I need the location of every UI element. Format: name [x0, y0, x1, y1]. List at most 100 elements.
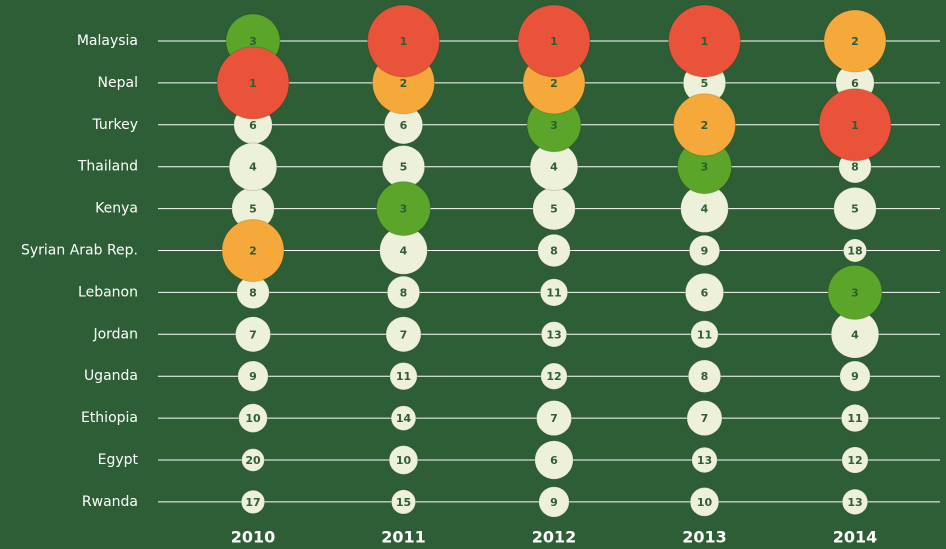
year-label: 2012 [532, 528, 577, 547]
bubble-group: 1 [367, 4, 440, 78]
bubble [686, 400, 723, 437]
bubble-label: 3 [249, 35, 257, 48]
bubble-label: 8 [249, 286, 257, 299]
bubble-label: 11 [546, 286, 561, 299]
bubble [241, 448, 265, 472]
bubble [839, 360, 871, 392]
bubble [228, 142, 278, 191]
bubble-label: 3 [851, 286, 859, 299]
bubble [841, 446, 869, 474]
bubble-label: 5 [249, 203, 257, 216]
bubble-group: 15 [390, 489, 417, 515]
bubble-group: 1 [517, 4, 591, 78]
bubble-label: 17 [245, 496, 260, 509]
bubble-group: 10 [689, 487, 720, 517]
bubble-group: 3 [827, 264, 883, 320]
bubble [823, 9, 887, 73]
row-label: Thailand [77, 159, 138, 175]
bubble-group: 1 [668, 4, 741, 78]
bubble-group: 2 [673, 93, 736, 157]
row-label: Nepal [98, 75, 138, 91]
bubble [841, 488, 869, 516]
row-label: Ethiopia [81, 410, 138, 426]
bubble [367, 4, 440, 78]
bubble-label: 1 [550, 35, 558, 48]
bubble-label: 6 [851, 77, 859, 90]
bubble-group: 9 [237, 360, 269, 392]
bubble [390, 489, 417, 515]
bubble [668, 4, 741, 78]
bubble [818, 88, 892, 162]
bubble-label: 7 [701, 412, 709, 425]
bubble-label: 8 [550, 245, 558, 258]
row-label: Rwanda [82, 494, 138, 510]
bubble-label: 3 [701, 161, 709, 174]
bubble [537, 233, 571, 268]
bubble-group: 9 [839, 360, 871, 392]
bubble-group: 9 [688, 234, 721, 267]
bubble [540, 321, 568, 348]
bubble-label: 6 [400, 119, 408, 132]
bubble-group: 17 [240, 489, 266, 515]
bubble-group: 13 [540, 321, 568, 348]
bubble [539, 278, 569, 307]
bubble-group: 1 [818, 88, 892, 162]
bubble-group: 1 [216, 46, 290, 120]
bubble-label: 13 [847, 496, 862, 509]
bubble-label: 11 [847, 412, 862, 425]
bubble-group: 8 [537, 233, 571, 268]
bubble [689, 487, 720, 517]
bubble-label: 18 [847, 245, 862, 258]
bubble-group: 4 [830, 310, 880, 359]
year-label: 2014 [833, 528, 878, 547]
bubble-group: 8 [687, 359, 722, 393]
bubble-group: 7 [234, 316, 272, 353]
bubble-group: 7 [385, 316, 422, 353]
bubble [216, 46, 290, 120]
bubble-group: 2 [221, 219, 285, 282]
bubble-group: 10 [388, 445, 419, 475]
bubble [388, 445, 419, 475]
bubble-group: 12 [540, 362, 568, 390]
bubble-label: 11 [396, 370, 411, 383]
bubble [238, 403, 268, 433]
bubble [684, 272, 725, 313]
bubble [538, 486, 570, 518]
bubble-group: 10 [238, 403, 268, 433]
year-label: 2010 [231, 528, 276, 547]
bubble-label: 9 [851, 370, 859, 383]
bubble [535, 400, 573, 437]
bubble-label: 13 [546, 328, 561, 341]
bubble-label: 5 [851, 203, 859, 216]
bubble-group: 20 [241, 448, 265, 472]
bubble [833, 186, 877, 231]
bubble-label: 5 [400, 161, 408, 174]
bubble-group: 11 [539, 278, 569, 307]
bubble-label: 12 [546, 370, 561, 383]
bubble-group: 12 [841, 446, 869, 474]
bubble-label: 7 [550, 412, 558, 425]
bubble [390, 405, 417, 431]
bubble [237, 360, 269, 392]
bubble-group: 6 [684, 272, 725, 313]
bubble-label: 6 [249, 119, 257, 132]
bubble [386, 275, 421, 310]
bubble-label: 7 [400, 328, 408, 341]
bubble [673, 93, 736, 157]
bubble-group: 13 [841, 488, 869, 516]
bubble-label: 1 [249, 77, 257, 90]
bubble [517, 4, 591, 78]
year-label: 2013 [682, 528, 727, 547]
bubble-label: 9 [249, 370, 257, 383]
bubble [221, 219, 285, 282]
bubble-label: 9 [701, 245, 709, 258]
row-label: Kenya [95, 201, 138, 217]
bubble [240, 489, 266, 515]
bubble-label: 5 [701, 77, 709, 90]
bubble-label: 2 [249, 245, 257, 258]
bubble-label: 6 [550, 454, 558, 467]
bubble-group: 8 [236, 275, 270, 310]
bubble-label: 2 [851, 35, 859, 48]
row-label: Malaysia [77, 33, 138, 49]
